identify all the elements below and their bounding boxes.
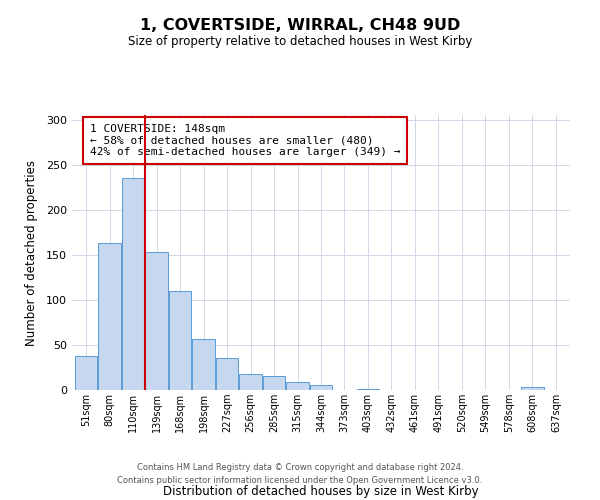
Bar bbox=[216, 358, 238, 390]
Bar bbox=[310, 384, 332, 390]
Text: 1 COVERTSIDE: 148sqm
← 58% of detached houses are smaller (480)
42% of semi-deta: 1 COVERTSIDE: 148sqm ← 58% of detached h… bbox=[89, 124, 400, 157]
X-axis label: Distribution of detached houses by size in West Kirby: Distribution of detached houses by size … bbox=[163, 485, 479, 498]
Bar bbox=[98, 243, 121, 390]
Bar bbox=[122, 178, 144, 390]
Bar bbox=[357, 389, 379, 390]
Bar bbox=[169, 291, 191, 390]
Bar bbox=[75, 356, 97, 390]
Bar bbox=[145, 252, 168, 390]
Text: Size of property relative to detached houses in West Kirby: Size of property relative to detached ho… bbox=[128, 35, 472, 48]
Y-axis label: Number of detached properties: Number of detached properties bbox=[25, 160, 38, 346]
Bar bbox=[286, 382, 308, 390]
Text: Contains HM Land Registry data © Crown copyright and database right 2024.: Contains HM Land Registry data © Crown c… bbox=[137, 464, 463, 472]
Bar bbox=[239, 374, 262, 390]
Text: Contains public sector information licensed under the Open Government Licence v3: Contains public sector information licen… bbox=[118, 476, 482, 485]
Bar bbox=[521, 388, 544, 390]
Bar bbox=[263, 376, 285, 390]
Bar bbox=[193, 338, 215, 390]
Text: 1, COVERTSIDE, WIRRAL, CH48 9UD: 1, COVERTSIDE, WIRRAL, CH48 9UD bbox=[140, 18, 460, 32]
